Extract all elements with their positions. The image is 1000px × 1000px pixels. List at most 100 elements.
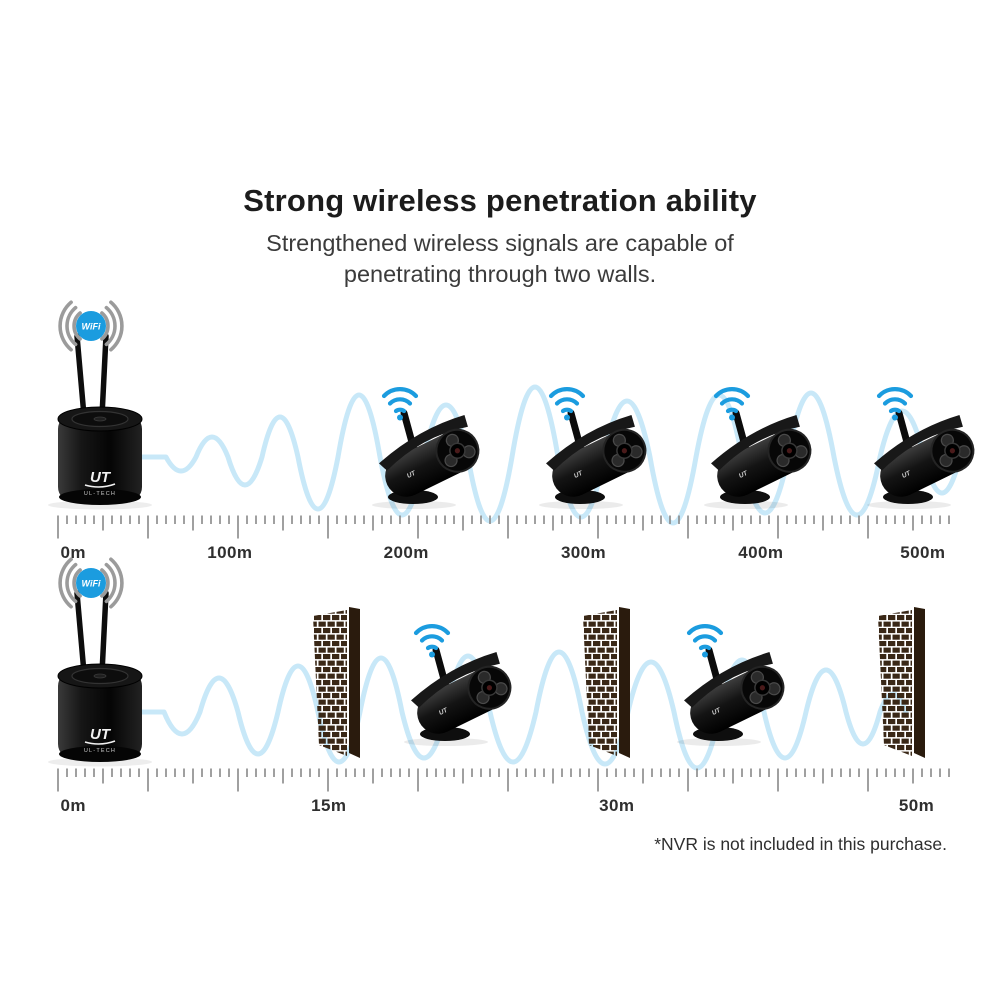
- camera-body: UT: [411, 652, 512, 734]
- wifi-badge-icon: [76, 311, 106, 341]
- camera-hood: [874, 415, 963, 471]
- brand-logo: UT: [901, 469, 913, 480]
- brand-swoosh: [84, 483, 116, 488]
- camera-hood: [379, 415, 468, 471]
- wireless-camera: UT: [404, 624, 512, 746]
- wall-side: [349, 607, 360, 758]
- wifi-badge-label: WiFi: [82, 322, 101, 332]
- subtitle: Strengthened wireless signals are capabl…: [0, 228, 1000, 290]
- lens-glint: [949, 448, 956, 454]
- wifi-signal-icon: [876, 387, 914, 414]
- camera-body: UT: [874, 415, 975, 497]
- ruler-label: 50m: [898, 796, 935, 815]
- brick-wall-icon: [583, 607, 630, 758]
- wifi-signal-dot: [702, 651, 708, 658]
- receiver-bottom: [59, 489, 141, 505]
- brand-logo: UT: [738, 469, 750, 480]
- camera-unit: UT: [684, 383, 834, 509]
- distance-ruler-bottom: 0m 15m 30m 50m: [57, 767, 959, 825]
- wifi-badge-icon: [76, 568, 106, 598]
- wifi-signal-dot: [892, 414, 898, 421]
- receiver-unit-bottom: WiFi UT UL-TECH: [27, 553, 177, 768]
- wifi-signal-dot: [729, 414, 735, 421]
- wall-face: [583, 610, 617, 756]
- wall-face: [878, 610, 912, 756]
- wall-unit: [305, 602, 365, 764]
- antenna-icon: [99, 590, 109, 676]
- shadow: [677, 738, 761, 746]
- ruler-label: 100m: [207, 543, 253, 562]
- wifi-signal-icon: [686, 624, 724, 651]
- wifi-signal-dot: [397, 414, 403, 421]
- footnote: *NVR is not included in this purchase.: [654, 834, 947, 854]
- signal-wave-bottom: [131, 649, 909, 771]
- sound-waves-icon: [58, 300, 124, 352]
- wireless-camera: UT: [867, 387, 975, 509]
- wireless-camera: UT: [704, 387, 812, 509]
- wireless-camera: UT: [677, 624, 785, 746]
- camera-hood: [546, 415, 635, 471]
- lens-glint: [759, 685, 766, 691]
- brand-logo: UT: [438, 706, 450, 717]
- ruler-labels: 0m 100m 200m 300m 400m 500m: [57, 514, 957, 572]
- wireless-camera: UT: [372, 387, 480, 509]
- receiver-body: [58, 671, 142, 759]
- signal-wave-top: [131, 384, 963, 526]
- ruler-label: 30m: [599, 796, 635, 815]
- ruler-ticks: [57, 514, 959, 546]
- receiver-top-button: [93, 416, 107, 422]
- receiver-unit-top: WiFi UT UL-TECH: [27, 296, 177, 511]
- brand-logo: UT: [90, 469, 112, 486]
- brand-swoosh: [84, 740, 116, 745]
- lens-glint: [786, 448, 793, 454]
- ruler-label: 0m: [60, 543, 86, 562]
- antenna-icon: [99, 333, 109, 419]
- receiver-bottom: [59, 746, 141, 762]
- shadow: [867, 501, 951, 509]
- shadow: [539, 501, 623, 509]
- brand-logo: UT: [406, 469, 418, 480]
- camera-unit: UT: [384, 620, 534, 746]
- shadow: [372, 501, 456, 509]
- brand-logo: UT: [711, 706, 723, 717]
- lens-glint: [486, 685, 493, 691]
- ruler-label: 300m: [560, 543, 607, 562]
- camera-body: UT: [546, 415, 647, 497]
- ruler-label: 400m: [738, 543, 784, 562]
- wifi-signal-icon: [713, 387, 751, 414]
- wall-side: [619, 607, 630, 758]
- camera-unit: UT: [352, 383, 502, 509]
- ruler-label: 15m: [311, 796, 347, 815]
- antenna-icon: [74, 590, 87, 676]
- wifi-signal-dot: [429, 651, 435, 658]
- lens-glint: [454, 448, 461, 454]
- subtitle-line-1: Strengthened wireless signals are capabl…: [266, 230, 734, 256]
- wireless-camera: UT: [539, 387, 647, 509]
- brick-wall-icon: [313, 607, 360, 758]
- lens-glint: [621, 448, 628, 454]
- receiver-body: [58, 414, 142, 502]
- camera-unit: UT: [657, 620, 807, 746]
- distance-ruler-top: 0m 100m 200m 300m 400m 500m: [57, 514, 959, 572]
- brick-wall-icon: [878, 607, 925, 758]
- shadow: [704, 501, 788, 509]
- camera-unit: UT: [519, 383, 669, 509]
- ruler-labels: 0m 15m 30m 50m: [57, 767, 957, 825]
- wall-side: [914, 607, 925, 758]
- subtitle-line-2: penetrating through two walls.: [343, 261, 657, 287]
- camera-unit: UT: [847, 383, 997, 509]
- wifi-signal-icon: [548, 387, 586, 414]
- wifi-signal-icon: [381, 387, 419, 414]
- wall-unit: [870, 602, 930, 764]
- ruler-label: 500m: [900, 543, 946, 562]
- camera-hood: [411, 652, 500, 708]
- camera-hood: [711, 415, 800, 471]
- ruler-label: 200m: [383, 543, 429, 562]
- wifi-badge-label: WiFi: [82, 579, 101, 589]
- page-title: Strong wireless penetration ability: [243, 183, 757, 218]
- wall-face: [313, 610, 347, 756]
- wifi-signal-dot: [564, 414, 570, 421]
- wall-unit: [575, 602, 635, 764]
- nvr-receiver: WiFi UT UL-TECH: [48, 557, 152, 767]
